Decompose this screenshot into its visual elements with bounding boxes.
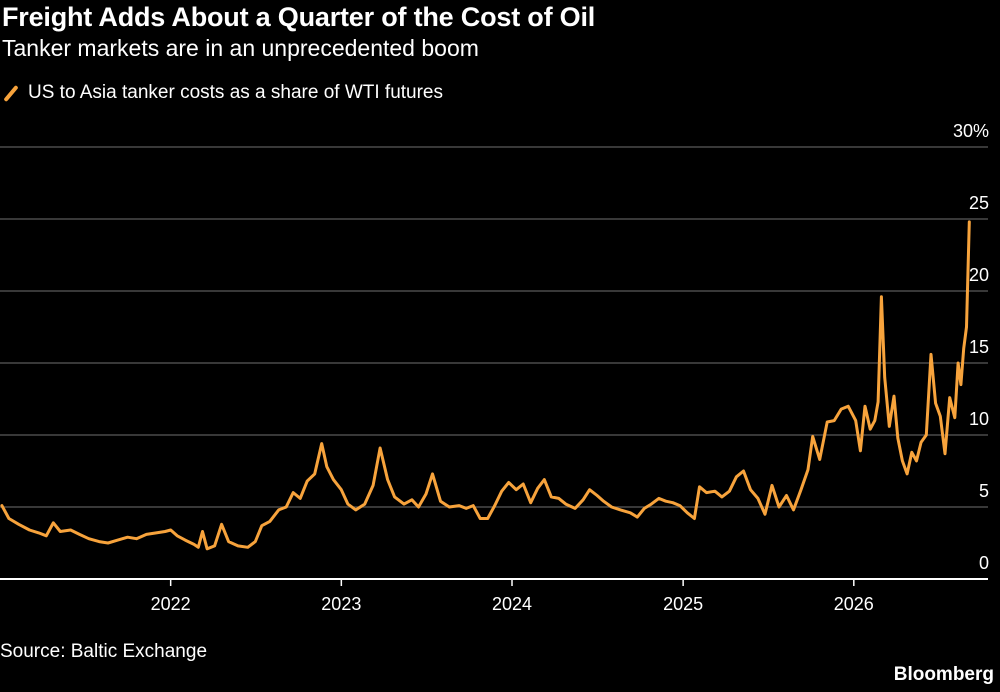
y-tick-label: 15 xyxy=(969,337,989,357)
x-tick-label: 2026 xyxy=(834,594,874,614)
series-line xyxy=(0,220,971,551)
y-tick-label: 0 xyxy=(979,553,989,573)
x-tick-label: 2024 xyxy=(492,594,532,614)
source-note: Source: Baltic Exchange xyxy=(0,641,208,662)
legend-label: US to Asia tanker costs as a share of WT… xyxy=(28,82,444,103)
series-layer xyxy=(0,220,971,551)
legend: US to Asia tanker costs as a share of WT… xyxy=(2,82,443,104)
x-tick-label: 2025 xyxy=(663,594,703,614)
y-tick-label: 20 xyxy=(969,265,989,285)
chart-subtitle: Tanker markets are in an unprecedented b… xyxy=(2,35,479,61)
y-tick-label: 10 xyxy=(969,409,989,429)
bloomberg-logo: Bloomberg xyxy=(893,664,994,685)
x-tick-label: 2022 xyxy=(151,594,191,614)
y-tick-label: 5 xyxy=(979,481,989,501)
y-tick-label: 25 xyxy=(969,193,989,213)
chart-title: Freight Adds About a Quarter of the Cost… xyxy=(2,2,596,32)
y-tick-label: 30% xyxy=(953,121,989,141)
x-tick-label: 2023 xyxy=(321,594,361,614)
grid-layer xyxy=(0,146,988,508)
